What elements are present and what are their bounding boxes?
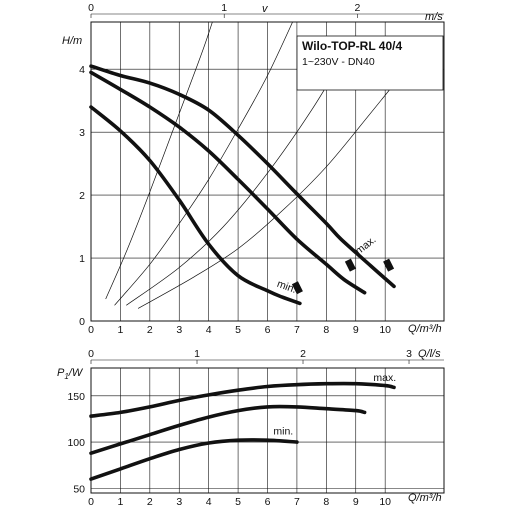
power-x-tick-label: 9	[353, 496, 359, 508]
head-top-tick-label: 1	[221, 2, 227, 14]
head-system-curve	[114, 22, 293, 306]
head-x-tick-label: 2	[147, 324, 153, 336]
power-x-tick-label: 4	[206, 496, 212, 508]
power-x-tick-label: 7	[294, 496, 300, 508]
power-series-line-2	[89, 404, 367, 455]
head-series-line-1	[89, 64, 396, 289]
top-axis-label-flow: Q/l/s	[418, 348, 441, 360]
power-x-tick-label: 6	[265, 496, 271, 508]
power-top-tick-label: 2	[300, 348, 306, 360]
power-series-line-3	[89, 438, 299, 481]
grid-layer	[90, 22, 444, 493]
x-axis-label-power: Q/m³/h	[408, 492, 442, 504]
head-y-tick-label: 3	[79, 127, 85, 139]
head-series-line-3	[89, 105, 302, 306]
power-annotation-min: min.	[273, 426, 293, 438]
head-x-tick-label: 10	[379, 324, 391, 336]
top-axis-label-velocity: v	[262, 3, 269, 15]
title-box	[296, 35, 444, 91]
head-y-tick-label: 1	[79, 253, 85, 265]
head-setting-marker	[291, 281, 303, 295]
head-top-tick-label: 2	[354, 2, 360, 14]
power-plot-frame	[90, 367, 445, 494]
head-system-curve	[137, 65, 409, 309]
head-annotation-max: max.	[353, 234, 378, 257]
power-top-tick-label: 3	[406, 348, 412, 360]
head-annotation-min: min.	[275, 278, 298, 296]
head-system-curve	[105, 22, 213, 300]
x-axis-label-head: Q/m³/h	[408, 323, 442, 335]
chart-title: Wilo-TOP-RL 40/4	[302, 39, 402, 53]
head-setting-marker	[383, 258, 395, 272]
chart-subtitle: 1~230V - DN40	[302, 56, 375, 68]
power-x-tick-label: 5	[235, 496, 241, 508]
head-y-tick-label: 2	[79, 190, 85, 202]
head-top-tick-label: 0	[88, 2, 94, 14]
power-x-tick-label: 1	[117, 496, 123, 508]
top-axis-unit-velocity: m/s	[425, 11, 443, 23]
head-x-tick-label: 0	[88, 324, 94, 336]
head-plot-frame	[90, 21, 445, 322]
head-system-curve	[126, 56, 345, 306]
head-x-tick-label: 4	[206, 324, 212, 336]
power-x-tick-label: 0	[88, 496, 94, 508]
head-y-tick-label: 0	[79, 316, 85, 328]
frame-layer	[90, 13, 445, 494]
power-series-line-1	[89, 381, 396, 418]
head-x-tick-label: 3	[176, 324, 182, 336]
power-x-tick-label: 8	[323, 496, 329, 508]
power-y-tick-label: 100	[67, 437, 85, 449]
series-layer	[89, 64, 396, 481]
y-axis-label-power: P1/W	[57, 367, 84, 381]
head-setting-marker	[344, 258, 356, 272]
head-y-tick-label: 4	[79, 64, 85, 76]
head-x-tick-label: 1	[117, 324, 123, 336]
head-x-tick-label: 8	[323, 324, 329, 336]
power-x-tick-label: 2	[147, 496, 153, 508]
power-x-tick-label: 10	[379, 496, 391, 508]
head-x-tick-label: 9	[353, 324, 359, 336]
power-x-tick-label: 3	[176, 496, 182, 508]
power-y-tick-label: 150	[67, 391, 85, 403]
power-y-tick-label: 50	[73, 483, 85, 495]
power-annotation-max: max.	[373, 372, 396, 384]
y-axis-label-head: H/m	[62, 35, 82, 47]
head-x-tick-label: 6	[265, 324, 271, 336]
head-x-tick-label: 5	[235, 324, 241, 336]
system-curve-layer	[105, 22, 409, 309]
power-top-tick-label: 1	[194, 348, 200, 360]
head-x-tick-label: 7	[294, 324, 300, 336]
y-axis-label-power-sub: 1	[64, 372, 68, 381]
power-top-tick-label: 0	[88, 348, 94, 360]
y-axis-label-power-main: P	[57, 367, 65, 379]
y-axis-label-power-unit: /W	[68, 367, 84, 379]
head-series-line-2	[89, 70, 367, 295]
